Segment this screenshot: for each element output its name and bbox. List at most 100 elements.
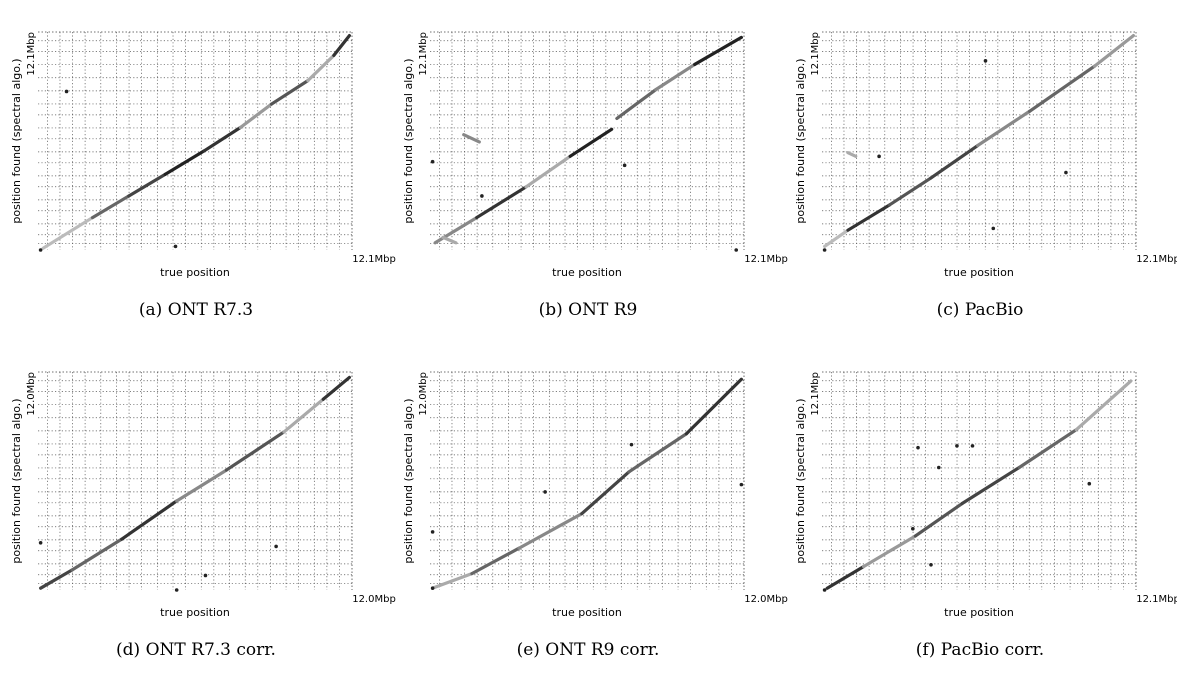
caption-c: (c) PacBio	[936, 300, 1024, 320]
data-segment	[976, 109, 1032, 148]
panel-d: true position position found (spectral al…	[0, 340, 396, 679]
panel-a: true position position found (spectral al…	[0, 0, 396, 339]
data-segment	[321, 375, 351, 401]
panel-b: true position position found (spectral al…	[392, 0, 788, 339]
x-tick-label-max: 12.0Mbp	[744, 594, 788, 605]
panel-e: true position position found (spectral al…	[392, 340, 788, 679]
data-segment	[90, 194, 131, 220]
data-point	[173, 244, 178, 249]
data-point	[739, 482, 744, 487]
plot-a: true position position found (spectral al…	[10, 31, 396, 279]
data-segment	[822, 228, 850, 248]
x-axis-label: true position	[160, 266, 230, 279]
data-point	[991, 226, 996, 231]
grid	[430, 32, 744, 250]
data-segment	[332, 34, 352, 58]
data-point	[936, 465, 941, 470]
plot-e: true position position found (spectral al…	[402, 371, 788, 619]
data-point	[274, 544, 278, 549]
data-segment	[1092, 34, 1136, 68]
data-point	[64, 89, 69, 94]
data-point	[430, 586, 435, 590]
data-series	[430, 35, 744, 252]
x-axis-label: true position	[944, 606, 1014, 619]
data-point	[430, 530, 435, 534]
grid	[822, 372, 1136, 590]
data-point	[543, 490, 547, 494]
data-point	[983, 59, 988, 63]
grid	[38, 372, 352, 590]
y-tick-label-max: 12.1Mbp	[418, 32, 429, 76]
data-point	[822, 248, 827, 252]
data-segment	[693, 35, 744, 67]
x-axis-label: true position	[552, 266, 622, 279]
data-segment	[470, 546, 521, 576]
data-segment	[846, 203, 892, 232]
caption-a: (a) ONT R7.3	[138, 300, 254, 320]
data-point	[877, 154, 881, 159]
panel-c: true position position found (spectral al…	[784, 0, 1177, 339]
y-axis-label: position found (spectral algo.)	[794, 58, 807, 223]
data-point	[955, 444, 959, 448]
caption-d: (d) ONT R7.3 corr.	[116, 640, 276, 660]
caption-f: (f) PacBio corr.	[915, 640, 1045, 660]
y-tick-label-max: 12.1Mbp	[810, 372, 821, 416]
data-segment	[568, 127, 614, 158]
data-segment	[238, 102, 274, 130]
data-point	[203, 573, 208, 578]
x-tick-label-max: 12.1Mbp	[352, 254, 396, 265]
data-segment	[175, 468, 228, 503]
data-segment	[282, 397, 325, 434]
data-point	[970, 444, 975, 448]
data-segment	[654, 62, 697, 92]
data-segment	[960, 465, 1021, 506]
grid	[430, 372, 744, 590]
y-tick-label-max: 12.1Mbp	[810, 32, 821, 76]
data-point	[629, 442, 634, 447]
data-point	[911, 526, 915, 531]
data-segment	[224, 430, 286, 472]
data-segment	[120, 499, 179, 541]
data-series	[822, 34, 1136, 252]
x-tick-label-max: 12.1Mbp	[1136, 254, 1177, 265]
data-point	[1064, 170, 1068, 175]
data-segment	[433, 215, 479, 245]
panel-f: true position position found (spectral al…	[784, 340, 1177, 679]
plot-c: true position position found (spectral al…	[794, 31, 1177, 279]
data-segment	[846, 151, 858, 158]
data-point	[1087, 481, 1092, 486]
data-segment	[524, 154, 572, 189]
plot-d: true position position found (spectral al…	[10, 371, 396, 619]
y-axis-label: position found (spectral algo.)	[402, 398, 415, 563]
data-point	[38, 248, 43, 252]
data-segment	[929, 143, 980, 180]
data-point	[929, 562, 933, 567]
x-tick-label-max: 12.0Mbp	[352, 594, 396, 605]
data-segment	[431, 572, 474, 590]
data-point	[916, 445, 920, 450]
data-segment	[163, 149, 206, 176]
data-point	[622, 163, 627, 168]
x-axis-label: true position	[944, 266, 1014, 279]
data-point	[174, 588, 179, 592]
data-segment	[462, 133, 481, 144]
data-point	[430, 159, 435, 164]
data-segment	[861, 534, 918, 569]
data-series	[430, 377, 744, 590]
y-axis-label: position found (spectral algo.)	[794, 398, 807, 563]
x-tick-label-max: 12.1Mbp	[744, 254, 788, 265]
data-segment	[1028, 64, 1097, 113]
data-point	[38, 540, 43, 545]
data-segment	[475, 185, 528, 220]
y-axis-label: position found (spectral algo.)	[402, 58, 415, 223]
data-segment	[39, 568, 74, 590]
data-segment	[306, 53, 336, 83]
data-segment	[1017, 428, 1078, 470]
grid	[822, 32, 1136, 250]
data-segment	[269, 79, 310, 106]
data-point	[822, 588, 827, 592]
data-segment	[517, 512, 584, 550]
caption-b: (b) ONT R9	[538, 300, 638, 320]
data-segment	[202, 125, 243, 153]
plot-b: true position position found (spectral al…	[402, 31, 788, 279]
